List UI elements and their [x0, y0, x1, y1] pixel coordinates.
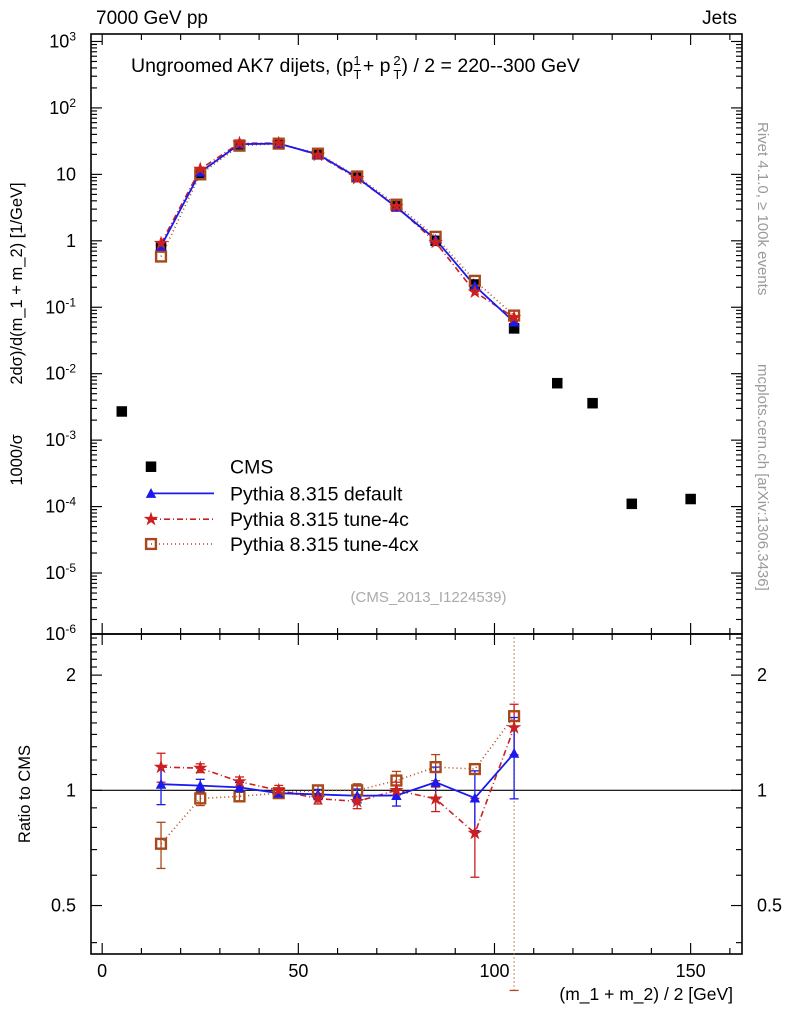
svg-text:1: 1	[66, 780, 76, 800]
svg-text:7000 GeV pp: 7000 GeV pp	[96, 8, 208, 29]
svg-text:mcplots.cern.ch [arXiv:1306.34: mcplots.cern.ch [arXiv:1306.3436]	[754, 364, 771, 591]
svg-text:10-3: 10-3	[45, 428, 76, 450]
svg-text:Pythia 8.315 tune-4cx: Pythia 8.315 tune-4cx	[230, 534, 419, 556]
svg-text:Pythia 8.315 tune-4c: Pythia 8.315 tune-4c	[230, 509, 409, 531]
svg-text:10-2: 10-2	[45, 362, 76, 384]
svg-text:CMS: CMS	[230, 457, 273, 479]
svg-text:Rivet 4.1.0, ≥ 100k events: Rivet 4.1.0, ≥ 100k events	[754, 122, 771, 295]
svg-text:T: T	[353, 67, 361, 82]
svg-text:Ungroomed AK7 dijets, (p: Ungroomed AK7 dijets, (p	[131, 55, 353, 77]
svg-text:102: 102	[49, 96, 76, 118]
svg-text:100: 100	[479, 961, 509, 981]
svg-text:(m_1 + m_2) / 2 [GeV]: (m_1 + m_2) / 2 [GeV]	[559, 984, 733, 1005]
svg-text:1: 1	[353, 53, 360, 68]
svg-text:T: T	[393, 67, 401, 82]
svg-text:0.5: 0.5	[757, 896, 782, 916]
svg-text:Ratio to CMS: Ratio to CMS	[16, 745, 34, 843]
svg-text:10: 10	[56, 164, 76, 184]
svg-text:103: 103	[49, 29, 76, 51]
svg-text:1: 1	[757, 780, 767, 800]
svg-text:50: 50	[288, 961, 308, 981]
svg-text:) / 2 = 220--300 GeV: ) / 2 = 220--300 GeV	[402, 55, 580, 77]
svg-text:10-5: 10-5	[45, 561, 76, 583]
svg-text:(CMS_2013_I1224539): (CMS_2013_I1224539)	[351, 589, 507, 606]
svg-text:1: 1	[66, 231, 76, 251]
svg-text:Jets: Jets	[702, 8, 737, 29]
svg-text:0: 0	[97, 961, 107, 981]
svg-text:2: 2	[393, 53, 400, 68]
svg-text:150: 150	[676, 961, 706, 981]
svg-text:1000/σ 2dσ)/d(m_1 + m_2) [1/: 1000/σ 2dσ)/d(m_1 + m_2) [1/GeV]	[8, 182, 26, 485]
svg-text:10-1: 10-1	[45, 295, 76, 317]
svg-text:Pythia 8.315 default: Pythia 8.315 default	[230, 483, 403, 505]
svg-text:0.5: 0.5	[51, 896, 76, 916]
svg-text:10-4: 10-4	[45, 495, 76, 517]
svg-text:2: 2	[757, 665, 767, 685]
svg-text:+ p: + p	[363, 55, 391, 77]
svg-text:2: 2	[66, 665, 76, 685]
svg-text:10-6: 10-6	[45, 622, 76, 644]
